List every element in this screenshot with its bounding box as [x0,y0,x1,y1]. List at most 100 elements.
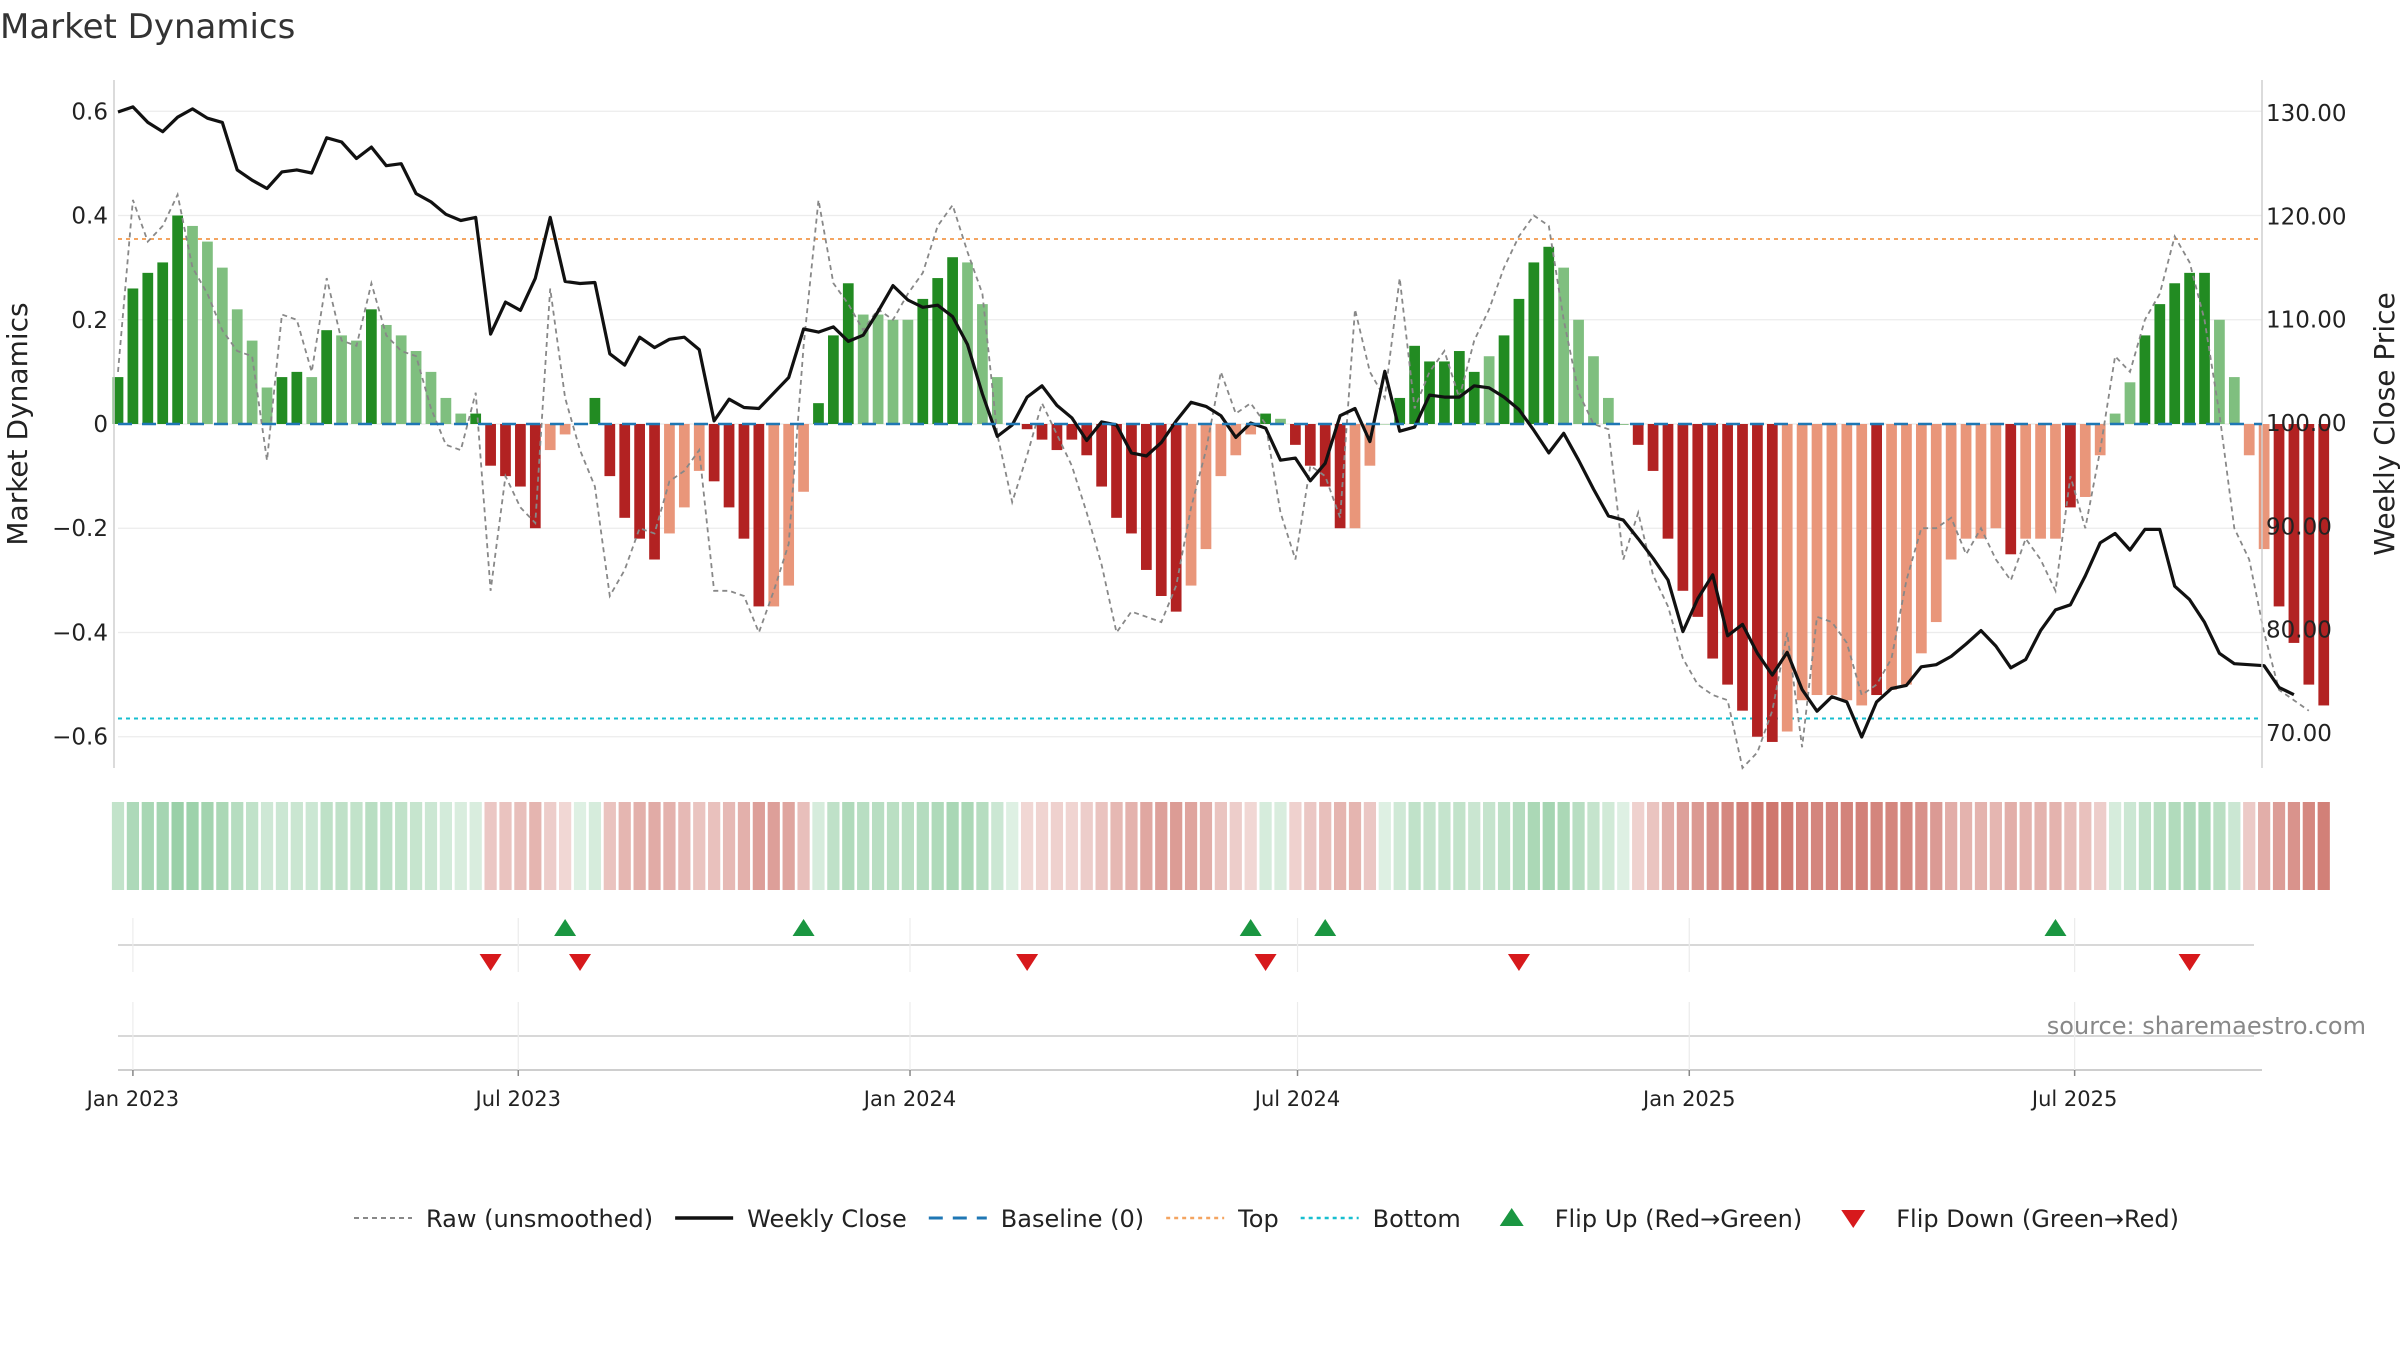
regime-cell [693,802,706,890]
dynamics-bar [1737,424,1748,711]
regime-cell [961,802,974,890]
dynamics-bar [1826,424,1838,696]
y2-tick-label: 120.00 [2266,204,2346,230]
dynamics-bar [1871,424,1882,696]
legend-label: Top [1237,1205,1279,1233]
regime-cell [2287,802,2301,890]
regime-cell [1274,802,1287,890]
regime-cell [708,802,721,890]
dynamics-bar [977,304,988,424]
regime-cell [186,802,199,890]
regime-cell [2168,802,2181,890]
regime-cell [1021,802,1034,890]
regime-cell [1125,802,1138,890]
regime-cell [2183,802,2196,890]
regime-cell [991,802,1004,890]
flip-down-marker [569,954,592,971]
legend-item-bottom: Bottom [1300,1205,1461,1233]
dynamics-bar [2303,424,2315,685]
regime-cell [2123,802,2137,890]
regime-cell [1676,802,1689,890]
dynamics-bar [455,413,467,424]
dynamics-bar [1319,424,1331,487]
dynamics-bar [2154,304,2166,424]
dynamics-bar [366,309,377,424]
legend-label: Bottom [1373,1205,1461,1233]
regime-cell [559,802,572,890]
dynamics-bar [485,424,496,466]
dynamics-bar [2139,335,2151,424]
dynamics-bar [2258,424,2270,550]
regime-strip [111,802,2330,890]
regime-cell [1170,802,1183,890]
dynamics-bar [559,424,571,435]
dynamics-bar [842,283,854,424]
x-tick-label: Jul 2025 [2030,1087,2117,1111]
regime-cell [663,802,676,890]
dynamics-bar [1915,424,1927,654]
regime-cell [1602,802,1615,890]
regime-cell [1080,802,1093,890]
regime-cell [2243,802,2256,890]
dynamics-bar [1468,371,1480,424]
legend-label: Flip Down (Green→Red) [1896,1205,2179,1233]
dynamics-bar [1811,424,1823,696]
regime-cell [1110,802,1123,890]
dynamics-bar [1304,424,1316,466]
regime-cell [797,802,810,890]
regime-cell [573,802,587,890]
regime-cell [469,802,482,890]
dynamics-bar [887,319,899,424]
y2-tick-label: 70.00 [2266,721,2332,747]
dynamics-bar [589,397,601,424]
dynamics-bar [1394,397,1406,424]
regime-cell [1319,802,1332,890]
dynamics-bar [306,377,318,424]
regime-cell [1333,802,1347,890]
dynamics-bar [2169,283,2181,424]
regime-cell [648,802,661,890]
regime-cell [395,802,408,890]
regime-cell [1006,802,1019,890]
dynamics-bar [440,397,452,424]
regime-cell [1095,802,1108,890]
regime-cell [290,802,303,890]
y-tick-label: −0.4 [52,620,108,646]
regime-cell [1542,802,1555,890]
regime-cell [1050,802,1064,890]
dynamics-bar [187,225,198,424]
regime-cell [231,802,244,890]
dynamics-bar [127,288,139,424]
y-tick-label: −0.6 [52,725,108,751]
dynamics-bar [1140,424,1152,570]
dynamics-bar [664,424,675,534]
regime-cell [767,802,780,890]
regime-cell [1408,802,1421,890]
dynamics-bar [2124,382,2136,424]
dynamics-bar [1662,424,1674,539]
close-series [117,105,2295,739]
regime-cell [529,802,542,890]
flip-down-marker [1507,954,1530,971]
regime-cell [1035,802,1049,890]
dynamics-bar [1528,262,1540,424]
reference-lines [118,237,2262,720]
dynamics-bar [753,424,765,607]
dynamics-bar [1170,424,1182,612]
regime-cell [156,802,169,890]
flip-up-marker [554,919,577,936]
regime-cell [1617,802,1630,890]
regime-cell [439,802,452,890]
dynamics-bar [216,267,228,424]
dynamics-bar [2228,377,2240,424]
regime-cell [1900,802,1913,890]
regime-cell [1557,802,1570,890]
dynamics-bar [649,424,660,560]
dynamics-bar [1781,424,1793,732]
regime-cell [514,802,527,890]
dynamics-bar [1543,246,1555,424]
dynamics-bar [425,371,437,424]
regime-cell [1468,802,1481,890]
regime-cell [1766,802,1779,890]
y2-tick-label: 90.00 [2266,514,2332,540]
